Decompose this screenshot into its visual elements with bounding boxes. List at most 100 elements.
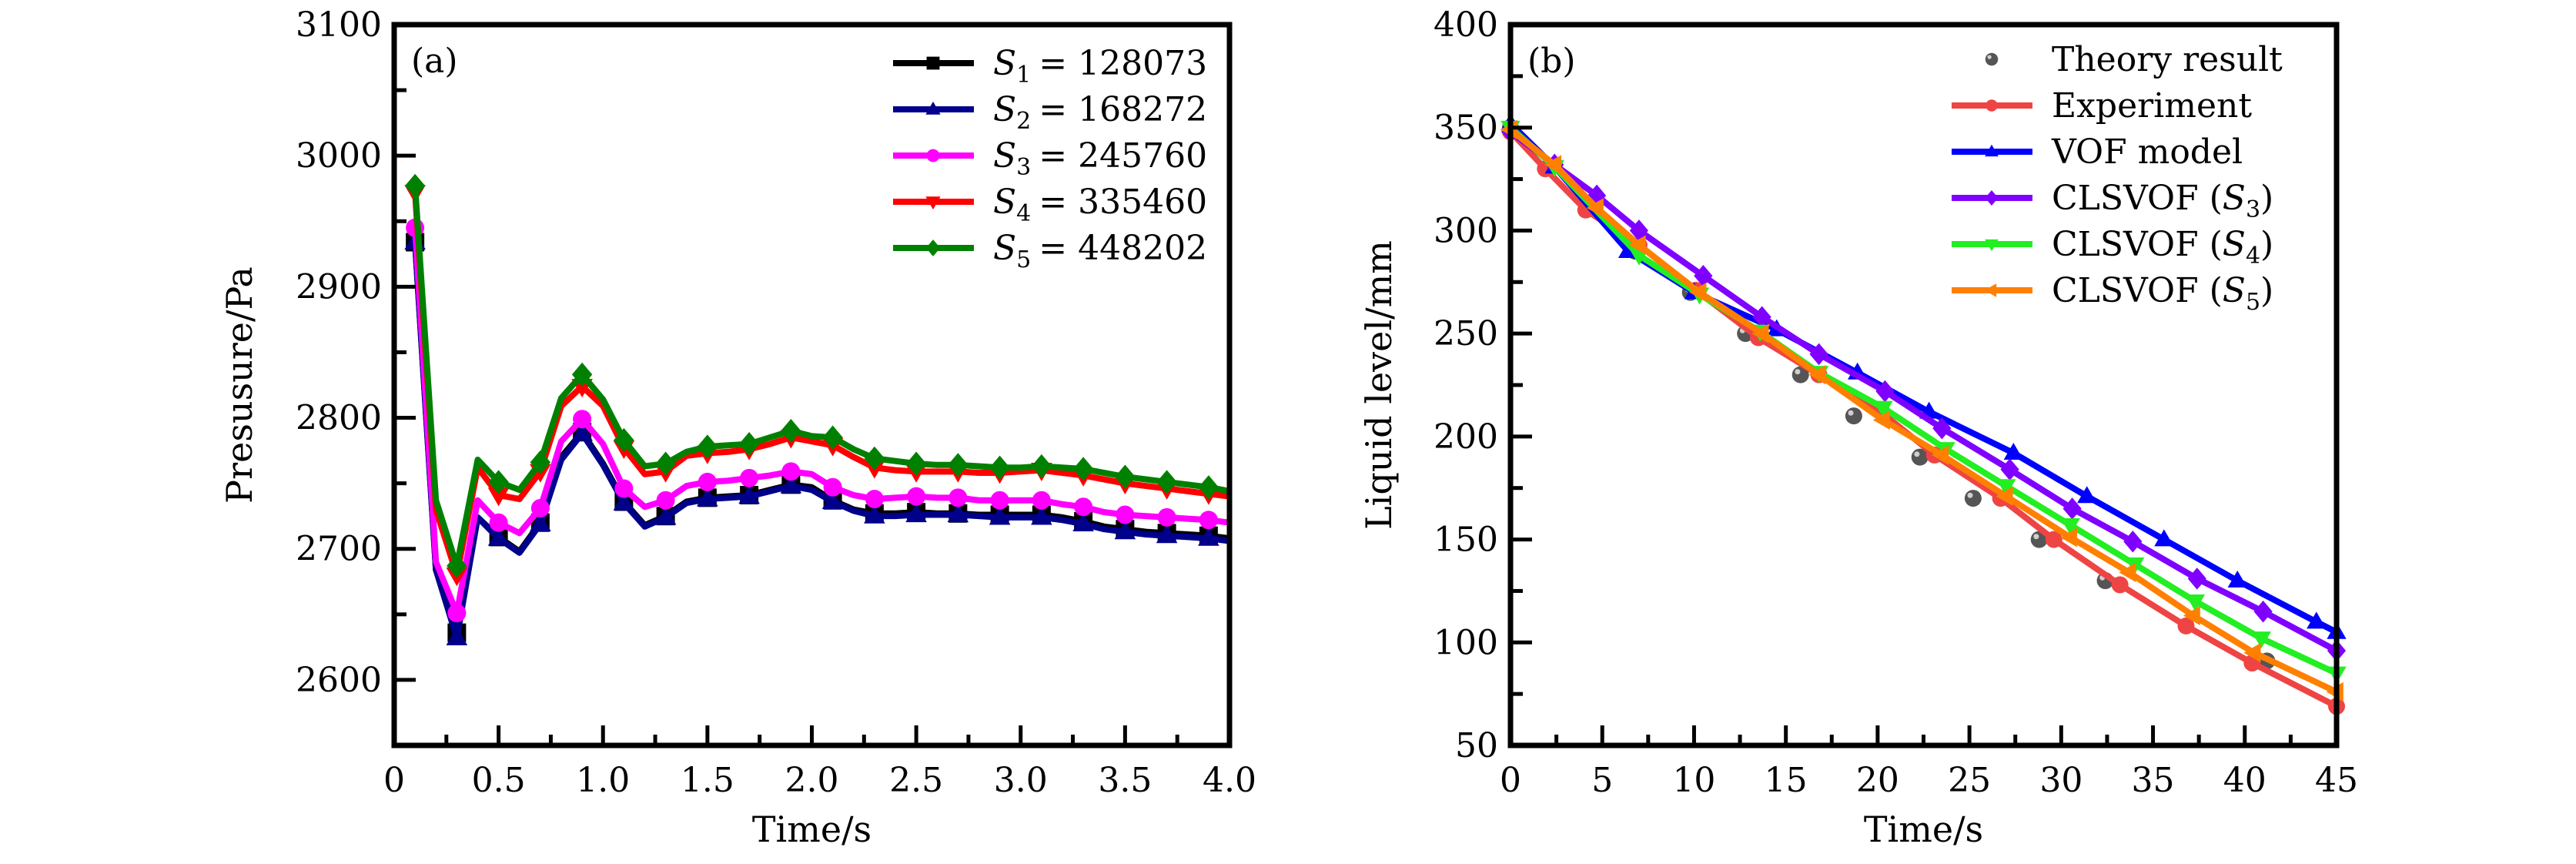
series-clsvof-s3-point xyxy=(1629,219,1649,242)
series-s2-point xyxy=(989,506,1011,525)
series-s2-point xyxy=(1114,521,1136,540)
series-s2-point xyxy=(1156,524,1178,544)
y-axis-title: Presusure/Pa xyxy=(219,266,260,504)
series-s3-point xyxy=(865,490,884,509)
series-s2-point xyxy=(487,527,510,546)
series-s5-point xyxy=(697,434,718,459)
legend-marker-swatch xyxy=(1984,283,1997,297)
plot-frame xyxy=(391,22,1233,748)
x-tick-label: 35 xyxy=(2132,761,2175,800)
x-tick-label: 30 xyxy=(2039,761,2083,800)
legend-marker-swatch xyxy=(1985,52,1999,66)
x-tick-label: 3.0 xyxy=(994,761,1048,800)
series-clsvof-s5-point xyxy=(1586,198,1604,218)
legend-label: CLSVOF (S5) xyxy=(2052,271,2273,316)
legend-marker-swatch xyxy=(925,239,941,256)
y-tick-label: 300 xyxy=(1434,211,1498,250)
legend-label: CLSVOF (S4) xyxy=(2052,225,2273,270)
series-vof-model-point xyxy=(2077,486,2097,504)
series-clsvof-s4-point xyxy=(2060,518,2080,536)
series-s5-point xyxy=(1072,457,1094,481)
series-clsvof-s3-point xyxy=(2000,458,2019,481)
series-clsvof-s5-point xyxy=(1872,410,1890,430)
series-theory-result-point xyxy=(1791,366,1809,383)
series-s3-point xyxy=(990,491,1009,510)
series-s2-point xyxy=(738,485,760,504)
series-experiment-point xyxy=(2177,617,2195,635)
series-s5-point xyxy=(655,451,676,476)
y-tick-label: 2900 xyxy=(296,267,382,306)
series-s3-point xyxy=(740,468,759,487)
series-s3-point xyxy=(781,462,801,481)
x-tick-label: 4.0 xyxy=(1203,761,1256,800)
series-s2-point xyxy=(780,474,802,494)
series-clsvof-s3-point xyxy=(1809,343,1828,366)
series-clsvof-s3-point xyxy=(2123,530,2143,553)
series-vof-model-point xyxy=(2307,611,2327,629)
legend-marker-swatch xyxy=(925,196,941,210)
series-s5-point xyxy=(948,453,969,477)
series-clsvof-s5-point xyxy=(2183,605,2200,626)
series-s2-point xyxy=(905,504,927,523)
series-s5-point xyxy=(864,446,885,471)
x-tick-label: 20 xyxy=(1856,761,1899,800)
series-vof-model-point xyxy=(2003,443,2023,460)
panel-a-pressure-chart: 0 0.5 1.0 1.5 2.0 2.5 3.0 3.5 4.0 2600 2700 2800 290… xyxy=(219,5,1256,850)
series-s5-point xyxy=(404,173,426,198)
series-vof-model-point xyxy=(2227,570,2247,588)
legend-marker-swatch xyxy=(925,101,941,115)
series-s2-point xyxy=(654,506,677,525)
series-s5-point xyxy=(1115,464,1136,489)
legend-item: CLSVOF (S5) xyxy=(1952,271,2273,316)
series-s3-line xyxy=(412,227,1230,617)
legend-item: S1 = 128073 xyxy=(893,44,1207,89)
series-s5-point xyxy=(447,554,467,578)
legend-marker-swatch xyxy=(1985,144,1999,157)
legend-item: CLSVOF (S3) xyxy=(1952,179,2273,223)
y-tick-label: 50 xyxy=(1455,726,1498,765)
series-s5-point xyxy=(989,455,1010,480)
series-s3-point xyxy=(907,487,926,506)
legend-item: Experiment xyxy=(1952,86,2252,126)
y-tick-label: 3100 xyxy=(296,5,382,45)
series-clsvof-s5-point xyxy=(1996,486,2013,507)
series-s5-point xyxy=(1031,454,1052,479)
legend-marker-swatch xyxy=(1986,99,1998,112)
series-s2-point xyxy=(947,504,969,523)
series-vof-model-point xyxy=(2154,529,2174,547)
series-s3-point xyxy=(656,491,675,510)
legend-item: S3 = 245760 xyxy=(893,136,1207,181)
series-s4-point xyxy=(487,487,510,507)
series-clsvof-s5-point xyxy=(1689,283,1707,303)
series-s3-point xyxy=(698,472,717,491)
x-tick-label: 1.5 xyxy=(681,761,734,800)
series-s2-point xyxy=(864,504,885,524)
series-s2-point xyxy=(821,491,844,510)
legend: Theory result Experiment VOF model CLSVOF (… xyxy=(1952,40,2283,316)
y-tick-label: 2700 xyxy=(296,530,382,569)
y-tick-label: 150 xyxy=(1434,521,1498,560)
series-clsvof-s4-point xyxy=(2251,631,2271,649)
legend-marker-swatch xyxy=(1985,239,1999,252)
series-s3-point xyxy=(530,498,550,517)
legend-label: S4 = 335460 xyxy=(993,183,1207,227)
series-s2-point xyxy=(697,487,718,507)
series-s2-point xyxy=(446,627,468,646)
series-s3-point xyxy=(1199,511,1218,530)
series-s3-point xyxy=(573,410,592,429)
y-axis-title: Liquid level/mm xyxy=(1358,240,1400,530)
y-tick-label: 100 xyxy=(1434,623,1498,662)
series-group xyxy=(1500,113,2347,715)
y-tick-label: 250 xyxy=(1434,314,1498,353)
legend-label: Theory result xyxy=(2052,40,2283,79)
series-clsvof-s5-point xyxy=(1808,364,1826,385)
x-axis-title: Time/s xyxy=(752,809,871,850)
series-s2-point xyxy=(530,512,551,531)
series-s5-point xyxy=(822,425,843,450)
series-s2-line xyxy=(412,242,1230,641)
x-tick-label: 2.5 xyxy=(889,761,943,800)
legend-label: S2 = 168272 xyxy=(993,90,1207,135)
series-s5-point xyxy=(530,450,551,475)
x-axis-title: Time/s xyxy=(1864,809,1983,850)
x-tick-label: 0 xyxy=(383,761,405,800)
